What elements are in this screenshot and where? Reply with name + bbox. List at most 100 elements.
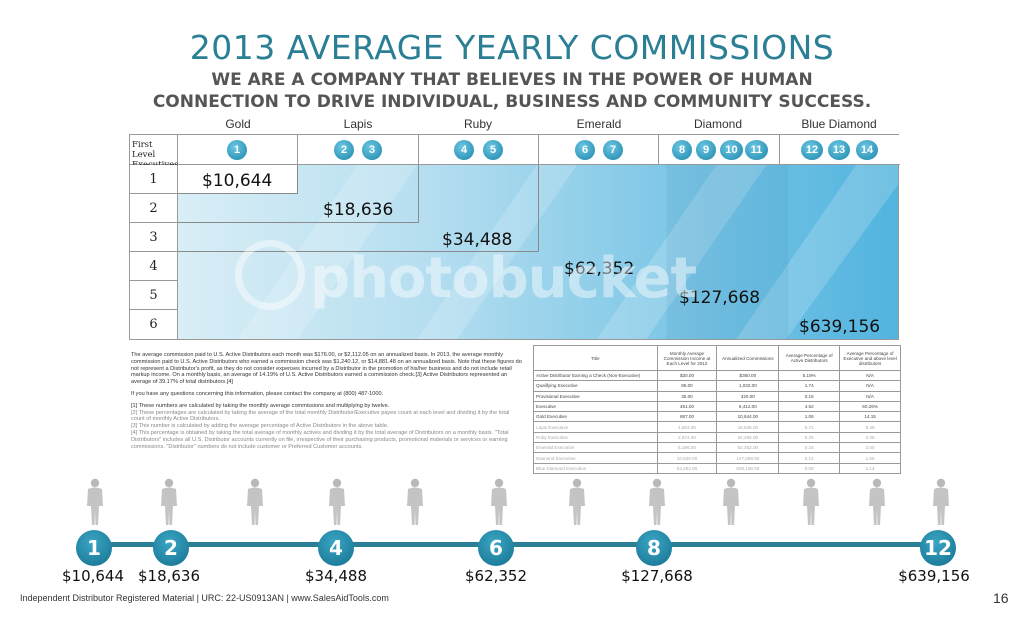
person-silhouette-icon [646, 478, 668, 531]
timeline-badge-6: 6 [478, 530, 514, 566]
person-silhouette-icon [488, 478, 510, 531]
rank-ruby: Ruby [463, 117, 492, 131]
page-title: 2013 AVERAGE YEARLY COMMISSIONS [189, 28, 835, 67]
table-header: Average Percentage of Active Distributor… [778, 345, 841, 371]
cell-annual: 62,352.00 [716, 442, 780, 454]
level-badge-14: 14 [856, 140, 878, 160]
first-level-executives-header: First Level Executives [130, 135, 179, 170]
footnote-4: [4] This percentage is obtained by takin… [131, 429, 509, 450]
cell-pct-exec: 9.46 [839, 421, 901, 433]
rank-diamond: Diamond [693, 117, 743, 131]
level-badge-9: 9 [696, 140, 716, 160]
cell-pct-active: 0.71 [778, 421, 841, 433]
cell-title: Gold Executive [533, 411, 658, 423]
table-row: Blue Diamond Executive 53,263.00 639,156… [533, 462, 901, 474]
cell-pct-exec: 1.14 [839, 462, 901, 474]
cell-title: Blue Diamond Executive [533, 462, 658, 474]
cell-annual: 420.00 [716, 390, 780, 402]
table-header: Monthly Average Commission Income at Eac… [656, 345, 718, 371]
person-silhouette-icon [930, 478, 952, 531]
cell-pct-exec: 60.26% [839, 400, 901, 413]
cell-monthly: 1,553.00 [656, 421, 718, 433]
level-badge-8: 8 [672, 140, 692, 160]
row-number-2: 2 [130, 194, 178, 223]
timeline-amount-8: $127,668 [621, 567, 693, 585]
cell-pct-active: 4.52 [778, 400, 841, 413]
table-row: Provisional Executive 35.00 420.00 0.15 … [533, 390, 901, 402]
cell-pct-exec: 14.15 [839, 411, 901, 423]
amount-diamond: $127,668 [679, 288, 761, 308]
cell-pct-active: 0.09 [778, 462, 841, 474]
table-header: Title [533, 345, 658, 371]
cell-monthly: 451.00 [656, 400, 718, 413]
amount-lapis: $18,636 [323, 200, 394, 220]
table-row: Diamond Executive 10,639.00 127,668.00 0… [533, 452, 901, 464]
row-number-5: 5 [130, 281, 178, 310]
cell-monthly: 10,639.00 [656, 452, 718, 464]
cell-monthly: 2,874.00 [656, 431, 718, 444]
timeline-amount-12: $639,156 [898, 567, 970, 585]
footnote-2: [2] These percentages are calculated by … [131, 409, 510, 423]
cell-title: Active Distributor Earning a Check (Non-… [533, 369, 658, 382]
level-badge-11: 11 [745, 140, 768, 160]
cell-monthly: 86.00 [656, 380, 718, 392]
cell-monthly: 5,196.00 [656, 442, 718, 454]
step-ruby [178, 165, 539, 252]
table-row: Active Distributor Earning a Check (Non-… [533, 369, 901, 382]
grid-diagonal-pattern [178, 165, 898, 339]
level-badge-5: 5 [483, 140, 503, 160]
timeline-bar [90, 542, 940, 547]
person-silhouette-icon [158, 478, 180, 531]
timeline-amount-6: $62,352 [464, 567, 528, 585]
cell-monthly: $30.00 [656, 369, 718, 382]
level-badge-13: 13 [828, 140, 850, 160]
contact-paragraph: If you have any questions concerning thi… [131, 390, 384, 397]
cell-monthly: 35.00 [656, 390, 718, 402]
amount-emerald: $62,352 [564, 259, 635, 279]
cell-pct-exec: N/A [839, 369, 901, 382]
table-header-row: Title Monthly Average Commission Income … [533, 345, 901, 371]
cell-pct-active: 5.18% [778, 369, 841, 382]
watermark: photobucket [310, 246, 697, 311]
cell-annual: 10,644.00 [716, 411, 780, 423]
level-badge-12: 12 [801, 140, 823, 160]
cell-annual: 639,156.00 [716, 462, 780, 474]
timeline-badge-8: 8 [636, 530, 672, 566]
timeline-amount-2: $18,636 [137, 567, 201, 585]
cell-monthly: 53,263.00 [656, 462, 718, 474]
level-badge-4: 4 [454, 140, 474, 160]
header-cell-lapis [298, 135, 419, 165]
cell-pct-active: 1.74 [778, 380, 841, 392]
row-number-4: 4 [130, 252, 178, 281]
person-silhouette-icon [244, 478, 266, 531]
watermark-ring [235, 240, 305, 310]
rank-gold: Gold [225, 117, 251, 131]
rank-emerald: Emerald [576, 117, 622, 131]
cell-annual: 1,032.00 [716, 380, 780, 392]
commission-grid: First Level Executives 1 2 3 4 5 6 7 8 9… [129, 134, 900, 340]
cell-annual: 34,488.00 [716, 431, 780, 444]
cell-title: Executive [533, 400, 658, 413]
cell-title: Emerald Executive [533, 442, 658, 454]
cell-title: Ruby Executive [533, 431, 658, 444]
cell-pct-active: 0.12 [778, 452, 841, 464]
row-number-6: 6 [130, 310, 178, 339]
cell-title: Provisional Executive [533, 390, 658, 402]
subtitle-line-1: WE ARE A COMPANY THAT BELIEVES IN THE PO… [211, 70, 813, 90]
disclosure-paragraph: The average commission paid to U.S. Acti… [131, 352, 522, 386]
header-cell-ruby [419, 135, 539, 165]
amount-blue-diamond: $639,156 [799, 317, 881, 337]
footer-text: Independent Distributor Registered Mater… [20, 593, 389, 603]
cell-annual: 18,636.00 [716, 421, 780, 433]
footnote-3: [3] This number is calculated by adding … [131, 423, 389, 430]
amount-ruby: $34,488 [442, 230, 513, 250]
person-silhouette-icon [566, 478, 588, 531]
amount-gold: $10,644 [202, 171, 273, 191]
rank-blue-diamond: Blue Diamond [801, 117, 877, 131]
page-number: 16 [993, 590, 1009, 606]
cell-pct-active: 0.15 [778, 390, 841, 402]
cell-pct-active: 1.06 [778, 411, 841, 423]
step-lapis [178, 165, 419, 223]
cell-pct-exec: 1.55 [839, 452, 901, 464]
table-row: Gold Executive 887.00 10,644.00 1.06 14.… [533, 411, 901, 423]
